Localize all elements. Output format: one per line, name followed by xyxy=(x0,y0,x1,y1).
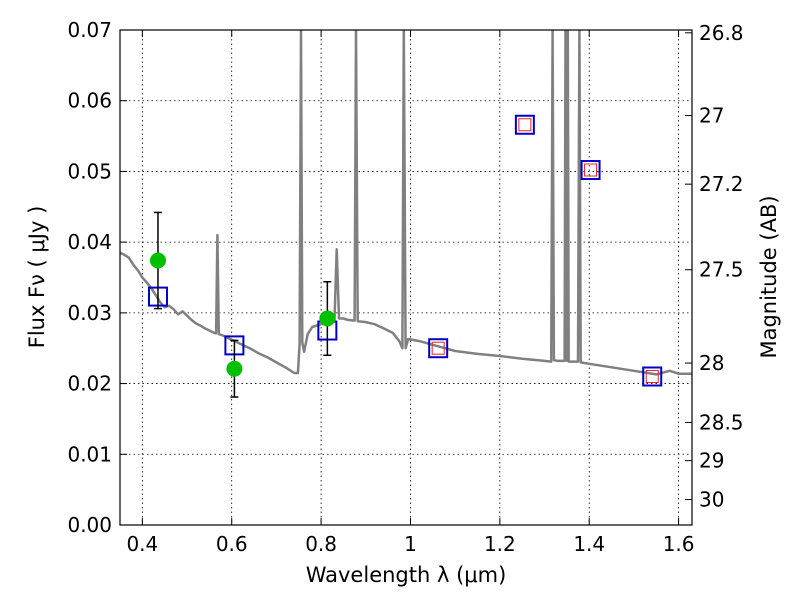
plot-frame xyxy=(119,29,693,526)
model-square xyxy=(642,366,663,387)
x-tick-label: 1.6 xyxy=(663,532,695,556)
mag-tick-label: 27.5 xyxy=(699,258,744,282)
model-square-small xyxy=(584,163,598,177)
model-square-small xyxy=(431,341,445,355)
model-square-small xyxy=(518,118,532,132)
x-axis-title: Wavelength λ (μm) xyxy=(306,563,507,587)
model-square xyxy=(580,160,601,181)
y-tick-label: 0.01 xyxy=(67,442,112,466)
model-square xyxy=(428,338,449,359)
mag-tick-label: 28 xyxy=(699,351,724,375)
x-tick-label: 1.2 xyxy=(484,532,516,556)
model-square-small xyxy=(645,370,659,383)
y-tick-label: 0.06 xyxy=(67,89,112,113)
plot-content xyxy=(120,30,692,398)
mag-tick-label: 30 xyxy=(699,488,724,512)
x-tick-label: 0.6 xyxy=(216,532,248,556)
data-markers xyxy=(147,114,663,398)
x-tick-label: 1.4 xyxy=(573,532,605,556)
observed-point xyxy=(226,360,243,377)
model-square xyxy=(514,114,535,135)
mag-tick-label: 27.2 xyxy=(699,172,744,196)
x-axis: 0.4 0.6 0.8 1 1.2 1.4 1.6 xyxy=(126,30,695,556)
y-tick-label: 0.04 xyxy=(67,230,112,254)
x-tick-label: 1 xyxy=(404,532,417,556)
y-tick-label: 0.02 xyxy=(67,372,112,396)
mag-tick-label: 28.5 xyxy=(699,410,744,434)
x-tick-label: 0.4 xyxy=(126,532,158,556)
y-tick-label: 0.03 xyxy=(67,301,112,325)
sed-model-line xyxy=(120,30,692,376)
y-axis-title: Flux Fν ( μJy ) xyxy=(25,206,49,349)
y-tick-label: 0.05 xyxy=(67,159,112,183)
y-axis-right: 26.8 27 27.2 27.5 28 28.5 29 30 xyxy=(685,21,744,512)
observed-point xyxy=(149,252,166,269)
y-tick-label: 0.07 xyxy=(67,18,112,42)
y-axis-left: 0.00 0.01 0.02 0.03 0.04 0.05 0.06 0.07 xyxy=(67,18,127,537)
mag-tick-label: 26.8 xyxy=(699,21,744,45)
mag-tick-label: 29 xyxy=(699,449,724,473)
mag-tick-label: 27 xyxy=(699,104,724,128)
x-tick-label: 0.8 xyxy=(305,532,337,556)
y-tick-label: 0.00 xyxy=(67,513,112,537)
observed-point xyxy=(319,310,336,327)
y-axis-right-title: Magnitude (AB) xyxy=(757,195,781,358)
